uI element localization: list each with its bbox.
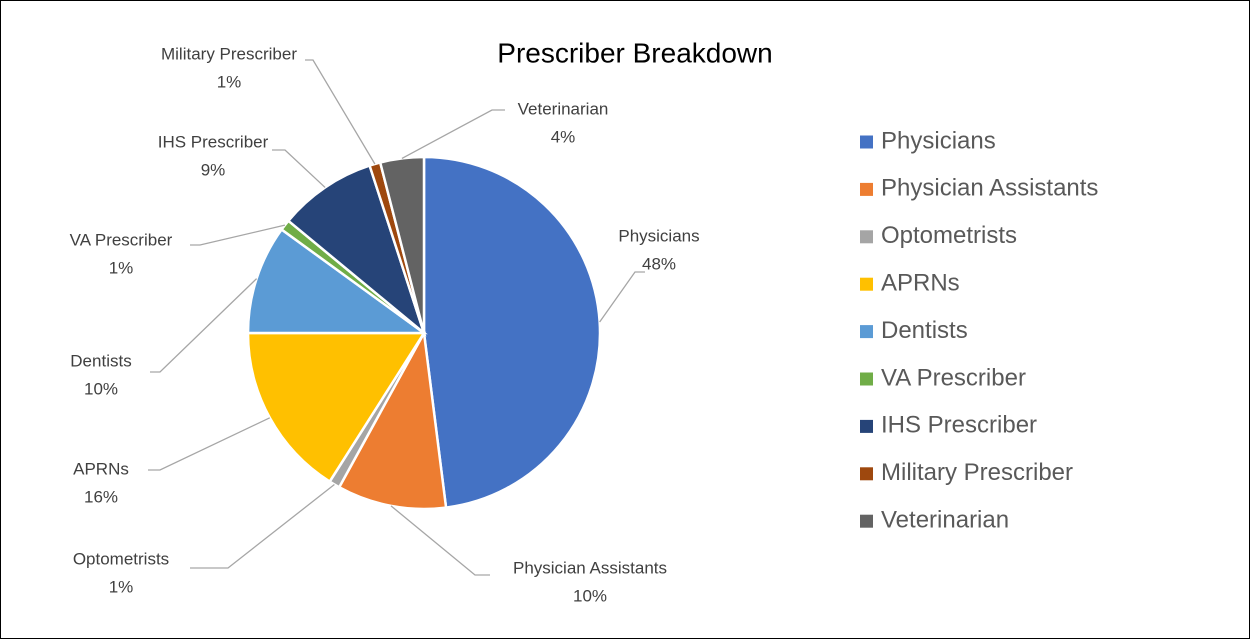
data-label: 1% <box>109 577 134 596</box>
legend-label: Veterinarian <box>881 507 1009 534</box>
legend-label: VA Prescriber <box>881 364 1026 391</box>
leader-line <box>150 278 258 373</box>
pie-slice <box>337 329 448 511</box>
legend-swatch <box>860 182 873 196</box>
leader-line <box>305 59 376 165</box>
data-label: 48% <box>642 254 676 273</box>
leader-line <box>190 224 286 246</box>
data-label: 1% <box>217 72 242 91</box>
pie-slice <box>246 227 428 335</box>
leader-line <box>401 109 505 159</box>
data-label: 9% <box>201 160 226 179</box>
data-label-name: Physician Assistants <box>513 558 667 577</box>
legend-label: Dentists <box>881 317 968 344</box>
legend-label: Physician Assistants <box>881 175 1098 202</box>
legend-swatch <box>860 230 873 244</box>
data-label-name: Veterinarian <box>518 99 609 118</box>
legend-swatch <box>860 372 873 386</box>
data-label: 4% <box>551 127 576 146</box>
data-label: 1% <box>109 258 134 277</box>
data-label: 16% <box>84 487 118 506</box>
legend-label: Physicians <box>881 127 996 154</box>
leader-line <box>148 417 271 471</box>
data-label-name: IHS Prescriber <box>158 132 269 151</box>
data-label-name: APRNs <box>73 459 129 478</box>
data-label: 10% <box>84 379 118 398</box>
data-label: 10% <box>573 586 607 605</box>
data-label-name: VA Prescriber <box>70 230 173 249</box>
pie-slice <box>378 155 426 334</box>
pie-slice <box>286 164 427 337</box>
legend-swatch <box>860 467 873 481</box>
pie-slice <box>246 331 427 484</box>
data-label-name: Dentists <box>70 351 131 370</box>
legend-label: Military Prescriber <box>881 459 1073 486</box>
chart-title: Prescriber Breakdown <box>497 37 772 68</box>
legend-label: IHS Prescriber <box>881 412 1037 439</box>
leader-line <box>272 149 326 188</box>
legend-swatch <box>860 277 873 291</box>
leader-line <box>599 271 645 323</box>
data-label-name: Optometrists <box>73 549 169 568</box>
legend-swatch <box>860 135 873 149</box>
legend-label: APRNs <box>881 270 960 297</box>
legend-swatch <box>860 419 873 433</box>
pie-slice <box>422 155 602 510</box>
data-label-name: Military Prescriber <box>161 44 297 63</box>
leader-line <box>390 505 490 576</box>
legend-swatch <box>860 514 873 528</box>
legend-label: Optometrists <box>881 222 1017 249</box>
legend-swatch <box>860 325 873 339</box>
leader-line <box>190 483 335 569</box>
data-label-name: Physicians <box>618 226 699 245</box>
